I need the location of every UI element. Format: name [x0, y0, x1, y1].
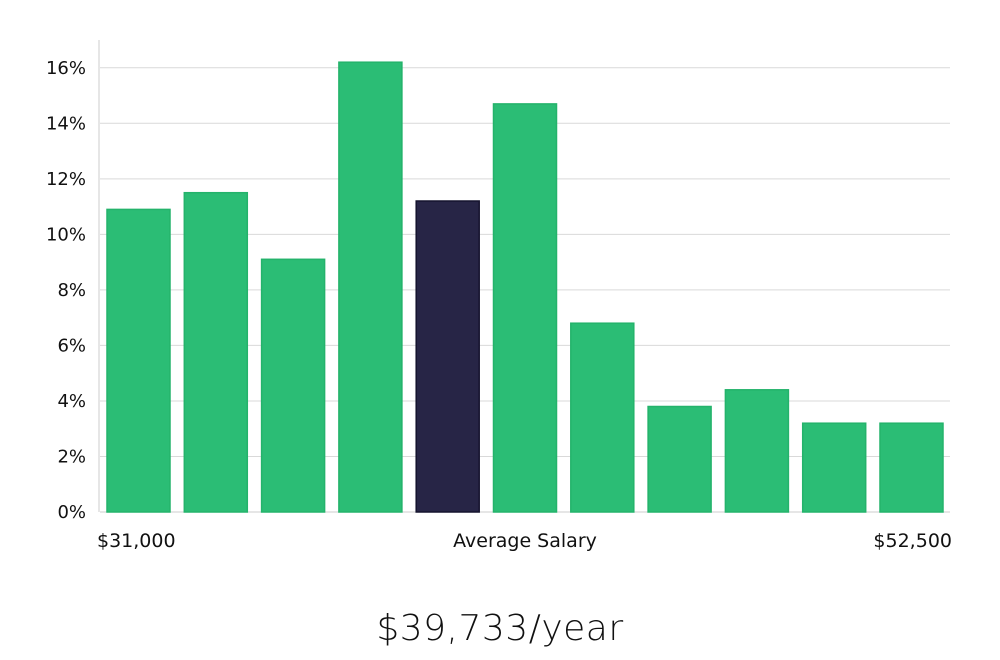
histogram-bar: [338, 61, 403, 513]
histogram-bar-highlighted: [415, 200, 480, 513]
histogram-bar: [183, 191, 249, 513]
y-tick-label: 2%: [57, 446, 86, 467]
histogram-bar: [879, 422, 944, 513]
y-tick-label: 14%: [46, 113, 86, 134]
y-tick-label: 4%: [57, 391, 86, 412]
x-axis-min-label: $31,000: [97, 530, 176, 552]
y-tick-label: 16%: [46, 58, 86, 79]
average-salary-value: $39,733/year: [376, 608, 624, 649]
histogram-bar: [801, 422, 867, 513]
y-tick-label: 0%: [57, 502, 86, 523]
y-tick-label: 8%: [57, 280, 86, 301]
x-axis-max-label: $52,500: [873, 530, 952, 552]
histogram-bar: [106, 208, 171, 513]
histogram-bar: [724, 389, 790, 513]
histogram-bar: [260, 258, 326, 513]
y-tick-label: 10%: [46, 224, 86, 245]
y-tick-label: 6%: [57, 335, 86, 356]
histogram-bar: [570, 322, 635, 513]
y-tick-label: 12%: [46, 169, 86, 190]
histogram-bar: [647, 405, 712, 513]
histogram-bar: [492, 103, 558, 513]
x-axis-title: Average Salary: [453, 530, 597, 552]
salary-histogram: 0% 2% 4% 6% 8% 10% 12% 14% 16% $31,000 Average S…: [46, 40, 952, 552]
